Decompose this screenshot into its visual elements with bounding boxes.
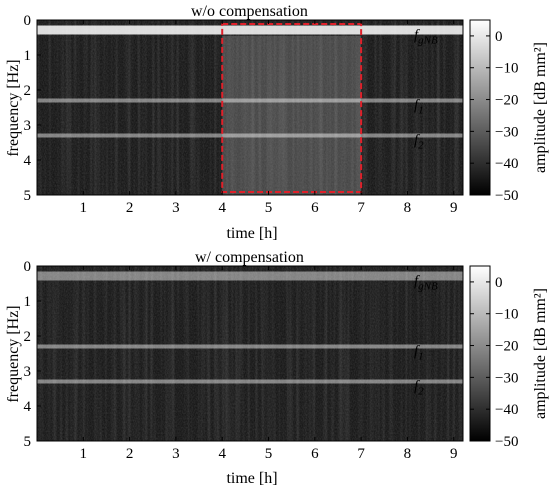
x-tick-label: 6 (311, 200, 319, 216)
x-tick-label: 1 (80, 446, 88, 462)
band-label-2: f1 (414, 344, 424, 363)
x-tick-label: 7 (357, 446, 365, 462)
y-axis-label: frequency [Hz] (5, 305, 22, 402)
x-tick-label: 2 (126, 200, 134, 216)
y-tick-label: 2 (24, 83, 32, 99)
x-tick-label: 5 (265, 200, 273, 216)
band-label-1: fgNB (414, 274, 438, 293)
colorbar (469, 265, 491, 442)
heatmap-streaks (37, 20, 463, 195)
colorbar-tick-label: −30 (495, 370, 518, 386)
band-label-3: f2 (414, 133, 424, 152)
y-tick-label: 3 (24, 364, 32, 380)
x-tick-label: 3 (172, 446, 180, 462)
band-line-3 (37, 133, 463, 138)
y-tick-label: 4 (24, 153, 32, 169)
elevated-amplitude-region (222, 35, 362, 195)
y-tick-label: 0 (24, 13, 32, 29)
heatmap-streaks (37, 266, 463, 441)
colorbar-tick-label: −10 (495, 307, 518, 323)
colorbar-tick-label: −20 (495, 93, 518, 109)
colorbar-tick-label: −50 (495, 188, 518, 204)
y-axis-label: frequency [Hz] (5, 59, 22, 156)
x-tick-label: 9 (450, 200, 458, 216)
x-axis-label: time [h] (226, 470, 277, 487)
colorbar-tick-label: −50 (495, 434, 518, 450)
y-tick-label: 5 (24, 434, 32, 450)
y-tick-label: 3 (24, 118, 32, 134)
y-tick-label: 2 (24, 329, 32, 345)
colorbar-label: amplitude [dB mm²] (532, 288, 549, 419)
band-line-1 (37, 271, 463, 281)
plot-frame (36, 19, 464, 196)
panel-title: w/o compensation (191, 3, 308, 20)
y-tick-label: 1 (24, 48, 32, 64)
band-line-1 (37, 25, 463, 35)
colorbar-label: amplitude [dB mm²] (532, 42, 549, 173)
band-line-2 (37, 98, 463, 103)
colorbar-tick-label: −30 (495, 124, 518, 140)
y-tick-label: 4 (24, 399, 32, 415)
panel-title: w/ compensation (195, 249, 304, 266)
y-tick-label: 0 (24, 259, 32, 275)
band-label-1: fgNB (414, 28, 438, 47)
colorbar-tick-label: 0 (495, 29, 503, 45)
x-tick-label: 8 (404, 446, 412, 462)
x-tick-label: 4 (218, 446, 226, 462)
y-tick-label: 5 (24, 188, 32, 204)
colorbar-tick-label: −40 (495, 402, 518, 418)
colorbar-tick-label: −10 (495, 61, 518, 77)
x-tick-label: 1 (80, 200, 88, 216)
x-tick-label: 3 (172, 200, 180, 216)
colorbar-tick-label: 0 (495, 275, 503, 291)
spectrogram-panel-1: fgNB f1 f2 1 2 3 4 5 6 7 8 9 0 1 2 3 4 5 w/o compensation t… (5, 3, 549, 242)
colorbar-tick-label: −20 (495, 339, 518, 355)
plot-frame (36, 265, 464, 442)
x-tick-label: 8 (404, 200, 412, 216)
y-tick-label: 1 (24, 294, 32, 310)
x-tick-label: 6 (311, 446, 319, 462)
x-axis-label: time [h] (226, 225, 277, 242)
x-tick-label: 7 (357, 200, 365, 216)
spectrogram-panel-2: fgNB f1 f2 1 2 3 4 5 6 7 8 9 0 1 2 3 4 5 w/ compensation ti… (5, 249, 549, 487)
band-line-3 (37, 379, 463, 384)
band-label-2: f1 (414, 98, 424, 117)
x-tick-label: 9 (450, 446, 458, 462)
colorbar (469, 19, 491, 196)
x-tick-label: 2 (126, 446, 134, 462)
x-tick-label: 5 (265, 446, 273, 462)
band-label-3: f2 (414, 379, 424, 398)
band-line-2 (37, 344, 463, 349)
colorbar-tick-label: −40 (495, 156, 518, 172)
x-tick-label: 4 (218, 200, 226, 216)
